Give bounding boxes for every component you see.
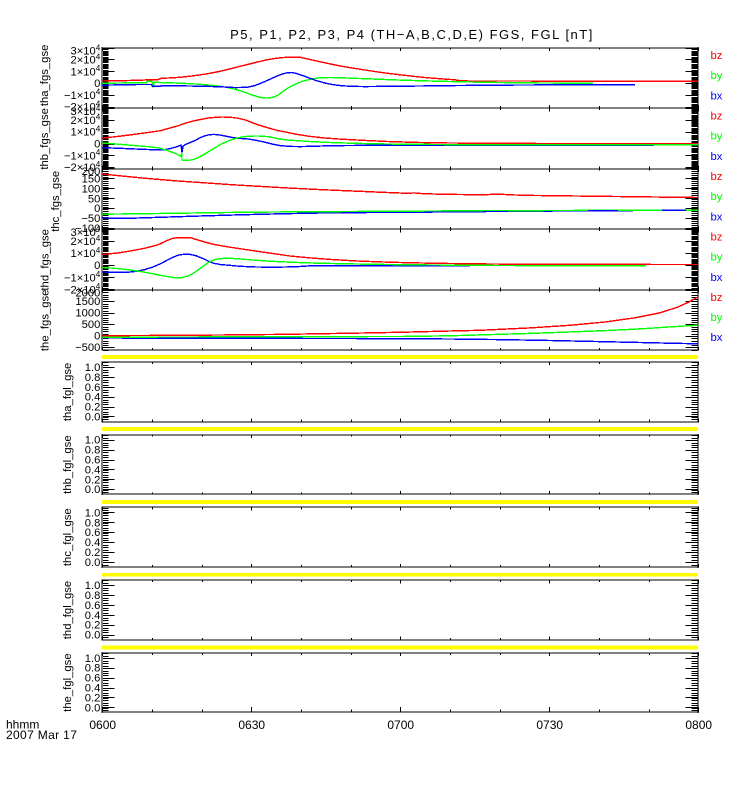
svg-text:3×104: 3×104	[71, 104, 101, 118]
svg-text:bz: bz	[711, 171, 723, 183]
svg-text:by: by	[711, 131, 723, 143]
svg-text:0.2: 0.2	[85, 692, 101, 704]
svg-text:bx: bx	[711, 272, 723, 284]
svg-text:thc_fgl_gse: thc_fgl_gse	[62, 508, 74, 566]
svg-text:−1×104: −1×104	[64, 88, 101, 102]
svg-text:50: 50	[88, 193, 100, 205]
svg-text:1.0: 1.0	[85, 507, 101, 519]
svg-text:−500: −500	[75, 342, 100, 354]
svg-text:150: 150	[82, 173, 101, 185]
svg-text:1000: 1000	[75, 308, 100, 320]
svg-text:2×104: 2×104	[71, 234, 101, 248]
svg-text:bz: bz	[711, 50, 723, 62]
svg-text:tha_fgs_gse: tha_fgs_gse	[39, 45, 51, 107]
svg-text:−2×104: −2×104	[64, 160, 101, 174]
svg-text:0.4: 0.4	[85, 537, 101, 549]
svg-text:−100: −100	[75, 223, 100, 235]
svg-text:0.2: 0.2	[85, 547, 101, 559]
svg-text:0.0: 0.0	[85, 630, 101, 642]
svg-text:−50: −50	[81, 213, 100, 225]
svg-text:200: 200	[82, 166, 101, 178]
svg-text:0.4: 0.4	[85, 683, 101, 695]
svg-text:hhmm: hhmm	[6, 718, 39, 732]
svg-text:1.0: 1.0	[85, 653, 101, 665]
svg-text:thd_fgl_gse: thd_fgl_gse	[62, 581, 74, 639]
svg-text:1.0: 1.0	[85, 580, 101, 592]
svg-text:0.0: 0.0	[85, 702, 101, 714]
svg-text:2×104: 2×104	[71, 52, 101, 66]
svg-text:−2×104: −2×104	[64, 99, 101, 113]
svg-text:0.8: 0.8	[85, 372, 101, 384]
svg-text:0: 0	[94, 203, 100, 215]
svg-text:tha_fgl_gse: tha_fgl_gse	[62, 363, 74, 421]
svg-text:1.0: 1.0	[85, 435, 101, 447]
svg-text:P5, P1, P2, P3, P4 (TH−A,B,C,D: P5, P1, P2, P3, P4 (TH−A,B,C,D,E) FGS, F…	[230, 27, 594, 42]
svg-text:the_fgs_gse: the_fgs_gse	[39, 290, 51, 352]
svg-text:0730: 0730	[536, 718, 563, 732]
svg-text:0.0: 0.0	[85, 484, 101, 496]
svg-text:0.0: 0.0	[85, 412, 101, 424]
svg-text:by: by	[711, 191, 723, 203]
svg-text:bx: bx	[711, 211, 723, 223]
svg-text:bx: bx	[711, 90, 723, 102]
svg-text:0600: 0600	[89, 718, 116, 732]
svg-text:bx: bx	[711, 151, 723, 163]
svg-text:0.8: 0.8	[85, 445, 101, 457]
svg-text:1×104: 1×104	[71, 64, 101, 78]
svg-text:−1×104: −1×104	[64, 148, 101, 162]
svg-text:bz: bz	[711, 231, 723, 243]
svg-text:2000: 2000	[75, 287, 100, 299]
svg-text:0.6: 0.6	[85, 600, 101, 612]
svg-text:0.8: 0.8	[85, 663, 101, 675]
svg-text:0.2: 0.2	[85, 474, 101, 486]
svg-text:0.4: 0.4	[85, 610, 101, 622]
svg-text:0: 0	[94, 331, 100, 343]
svg-text:0: 0	[94, 260, 100, 272]
svg-text:thb_fgl_gse: thb_fgl_gse	[62, 435, 74, 493]
svg-text:−2×104: −2×104	[64, 282, 101, 296]
svg-text:0.6: 0.6	[85, 673, 101, 685]
svg-text:by: by	[711, 70, 723, 82]
svg-text:0800: 0800	[685, 718, 712, 732]
svg-text:1.0: 1.0	[85, 362, 101, 374]
svg-text:0.2: 0.2	[85, 620, 101, 632]
svg-text:500: 500	[82, 319, 101, 331]
svg-text:0.6: 0.6	[85, 455, 101, 467]
svg-text:3×104: 3×104	[71, 225, 101, 239]
svg-text:0.0: 0.0	[85, 557, 101, 569]
svg-text:1×104: 1×104	[71, 246, 101, 260]
svg-text:0.2: 0.2	[85, 402, 101, 414]
svg-text:0.8: 0.8	[85, 590, 101, 602]
svg-text:1500: 1500	[75, 296, 100, 308]
svg-text:0630: 0630	[238, 718, 265, 732]
svg-text:2007 Mar 17: 2007 Mar 17	[6, 728, 77, 742]
svg-text:0700: 0700	[387, 718, 414, 732]
svg-text:2×104: 2×104	[71, 113, 101, 127]
svg-text:0.6: 0.6	[85, 382, 101, 394]
svg-text:0.4: 0.4	[85, 392, 101, 404]
svg-text:0: 0	[94, 78, 100, 90]
svg-text:3×104: 3×104	[71, 43, 101, 57]
svg-text:by: by	[711, 312, 723, 324]
svg-text:−1×104: −1×104	[64, 270, 101, 284]
svg-text:1×104: 1×104	[71, 125, 101, 139]
svg-text:0.8: 0.8	[85, 517, 101, 529]
svg-text:bx: bx	[711, 332, 723, 344]
svg-text:0.6: 0.6	[85, 527, 101, 539]
svg-text:100: 100	[82, 183, 101, 195]
svg-text:by: by	[711, 252, 723, 264]
svg-text:0.4: 0.4	[85, 464, 101, 476]
svg-text:thd_fgs_gse: thd_fgs_gse	[39, 229, 51, 291]
svg-text:thb_fgs_gse: thb_fgs_gse	[39, 108, 51, 170]
svg-text:0: 0	[94, 139, 100, 151]
svg-text:bz: bz	[711, 292, 723, 304]
svg-text:thc_fgs_gse: thc_fgs_gse	[50, 171, 62, 232]
svg-text:the_fgl_gse: the_fgl_gse	[62, 653, 74, 711]
svg-text:bz: bz	[711, 111, 723, 123]
